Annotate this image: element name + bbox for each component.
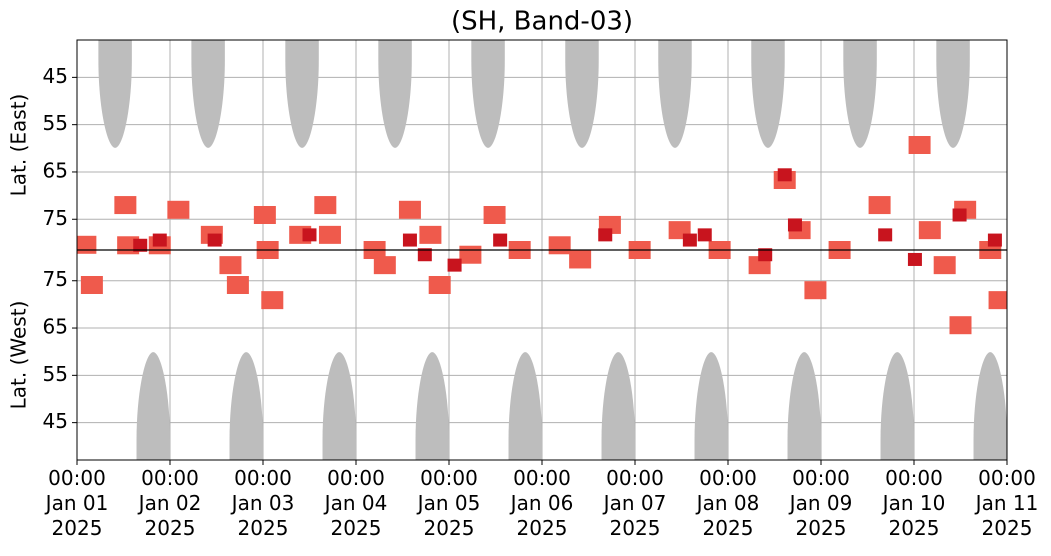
x-tick-label: 00:00 Jan 01 2025 — [45, 466, 109, 540]
daylight-region — [658, 40, 692, 148]
activity-cell — [908, 136, 931, 154]
activity-cell — [878, 228, 893, 242]
activity-cell — [428, 276, 451, 294]
x-tick-label: 00:00 Jan 02 2025 — [138, 466, 202, 540]
daylight-region — [565, 40, 599, 148]
activity-cell — [133, 238, 148, 252]
activity-cell — [253, 206, 276, 224]
x-tick-label: 00:00 Jan 11 2025 — [975, 466, 1039, 540]
x-tick-label: 00:00 Jan 10 2025 — [882, 466, 946, 540]
activity-cell — [598, 228, 613, 242]
activity-cell — [219, 256, 242, 275]
activity-cell — [493, 233, 508, 247]
activity-cell — [77, 235, 97, 254]
y-axis-label: Lat. (West) — [7, 301, 31, 410]
activity-cell — [398, 200, 421, 219]
x-tick-label: 00:00 Jan 08 2025 — [696, 466, 760, 540]
activity-cell — [697, 228, 712, 242]
y-tick-label: 75 — [43, 206, 68, 230]
activity-cell — [987, 233, 1002, 247]
daylight-region — [880, 352, 914, 460]
activity-cell — [952, 208, 967, 222]
activity-cell — [868, 196, 891, 215]
activity-cell — [804, 281, 827, 300]
y-tick-label: 55 — [43, 111, 68, 135]
daylight-region — [378, 40, 412, 148]
activity-cell — [682, 233, 697, 247]
activity-cell — [447, 258, 462, 272]
y-tick-label: 65 — [43, 158, 68, 182]
activity-cell — [207, 233, 222, 247]
activity-cell — [988, 291, 1007, 310]
activity-cell — [949, 316, 972, 335]
x-tick-label: 00:00 Jan 05 2025 — [417, 466, 481, 540]
daylight-region — [229, 352, 263, 460]
x-tick-label: 00:00 Jan 07 2025 — [603, 466, 667, 540]
chart-title: (SH, Band-03) — [451, 7, 633, 37]
activity-cell — [918, 221, 941, 240]
daylight-region — [973, 352, 1007, 460]
activity-cell — [373, 256, 396, 275]
activity-cell — [777, 168, 792, 182]
daylight-region — [471, 40, 505, 148]
plot-area — [77, 40, 1007, 460]
activity-cell — [933, 256, 956, 275]
activity-cell — [787, 218, 802, 232]
activity-cell — [569, 250, 592, 269]
activity-cell — [548, 236, 571, 255]
daylight-region — [191, 40, 225, 148]
daylight-region — [694, 352, 728, 460]
activity-cell — [419, 225, 442, 244]
x-tick-label: 00:00 Jan 06 2025 — [510, 466, 574, 540]
activity-cell — [318, 225, 341, 244]
y-tick-label: 45 — [43, 64, 68, 88]
daylight-region — [98, 40, 132, 148]
activity-cell — [483, 206, 506, 224]
x-tick-label: 00:00 Jan 03 2025 — [231, 466, 295, 540]
daylight-region — [787, 352, 821, 460]
daylight-region — [936, 40, 970, 148]
activity-cell — [907, 252, 922, 266]
y-tick-label: 75 — [43, 267, 68, 291]
activity-cell — [226, 276, 249, 294]
daylight-region — [285, 40, 319, 148]
activity-cell — [80, 276, 103, 294]
x-tick-label: 00:00 Jan 04 2025 — [324, 466, 388, 540]
activity-cell — [402, 233, 417, 247]
daylight-region — [322, 352, 356, 460]
daylight-region — [843, 40, 877, 148]
activity-cell — [314, 196, 337, 215]
daylight-region — [751, 40, 785, 148]
daylight-region — [601, 352, 635, 460]
activity-cell — [152, 233, 167, 247]
activity-cell — [302, 228, 317, 242]
y-tick-label: 65 — [43, 315, 68, 339]
chart: (SH, Band-03) Lat. (East) Lat. (West) 45… — [7, 7, 1008, 465]
activity-cell — [758, 248, 773, 262]
activity-cell — [167, 200, 190, 219]
activity-cell — [261, 291, 284, 310]
daylight-region — [415, 352, 449, 460]
y-axis-label: Lat. (East) — [7, 94, 31, 197]
activity-cell — [417, 248, 432, 262]
y-tick-label: 55 — [43, 362, 68, 386]
activity-cell — [459, 245, 482, 264]
daylight-region — [508, 352, 542, 460]
x-tick-label: 00:00 Jan 09 2025 — [789, 466, 853, 540]
y-tick-label: 45 — [43, 409, 68, 433]
activity-cell — [114, 196, 137, 215]
daylight-region — [136, 352, 170, 460]
